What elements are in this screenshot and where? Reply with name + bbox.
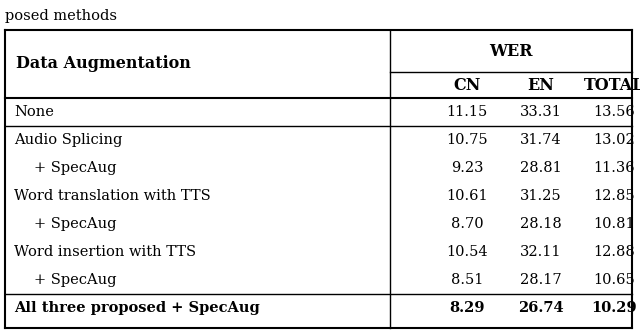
Text: 10.75: 10.75 [446, 133, 488, 147]
Text: All three proposed + SpecAug: All three proposed + SpecAug [14, 301, 260, 315]
Text: 28.18: 28.18 [520, 217, 562, 231]
Text: 26.74: 26.74 [518, 301, 564, 315]
Text: 28.17: 28.17 [520, 273, 562, 287]
Text: 10.81: 10.81 [593, 217, 635, 231]
Text: Word insertion with TTS: Word insertion with TTS [14, 245, 196, 259]
Text: 10.29: 10.29 [591, 301, 637, 315]
Text: 28.81: 28.81 [520, 161, 562, 175]
Text: 10.65: 10.65 [593, 273, 635, 287]
Text: 33.31: 33.31 [520, 105, 562, 119]
Text: 11.36: 11.36 [593, 161, 635, 175]
Text: TOTAL: TOTAL [584, 76, 640, 94]
Text: 12.85: 12.85 [593, 189, 635, 203]
Text: 9.23: 9.23 [451, 161, 483, 175]
Text: CN: CN [453, 76, 481, 94]
Text: Word translation with TTS: Word translation with TTS [14, 189, 211, 203]
Text: 31.74: 31.74 [520, 133, 562, 147]
Text: None: None [14, 105, 54, 119]
Text: 10.54: 10.54 [446, 245, 488, 259]
Text: Data Augmentation: Data Augmentation [16, 55, 191, 72]
Text: Audio Splicing: Audio Splicing [14, 133, 122, 147]
Text: 8.29: 8.29 [449, 301, 484, 315]
Text: 12.88: 12.88 [593, 245, 635, 259]
Text: WER: WER [489, 42, 532, 59]
Text: + SpecAug: + SpecAug [34, 273, 116, 287]
Text: posed methods: posed methods [5, 9, 117, 23]
Text: 31.25: 31.25 [520, 189, 562, 203]
Text: + SpecAug: + SpecAug [34, 161, 116, 175]
Text: 11.15: 11.15 [446, 105, 488, 119]
Text: 13.56: 13.56 [593, 105, 635, 119]
Text: 32.11: 32.11 [520, 245, 562, 259]
Text: 8.70: 8.70 [451, 217, 483, 231]
Text: 13.02: 13.02 [593, 133, 635, 147]
Text: 10.61: 10.61 [446, 189, 488, 203]
Text: + SpecAug: + SpecAug [34, 217, 116, 231]
Text: EN: EN [527, 76, 554, 94]
Text: 8.51: 8.51 [451, 273, 483, 287]
